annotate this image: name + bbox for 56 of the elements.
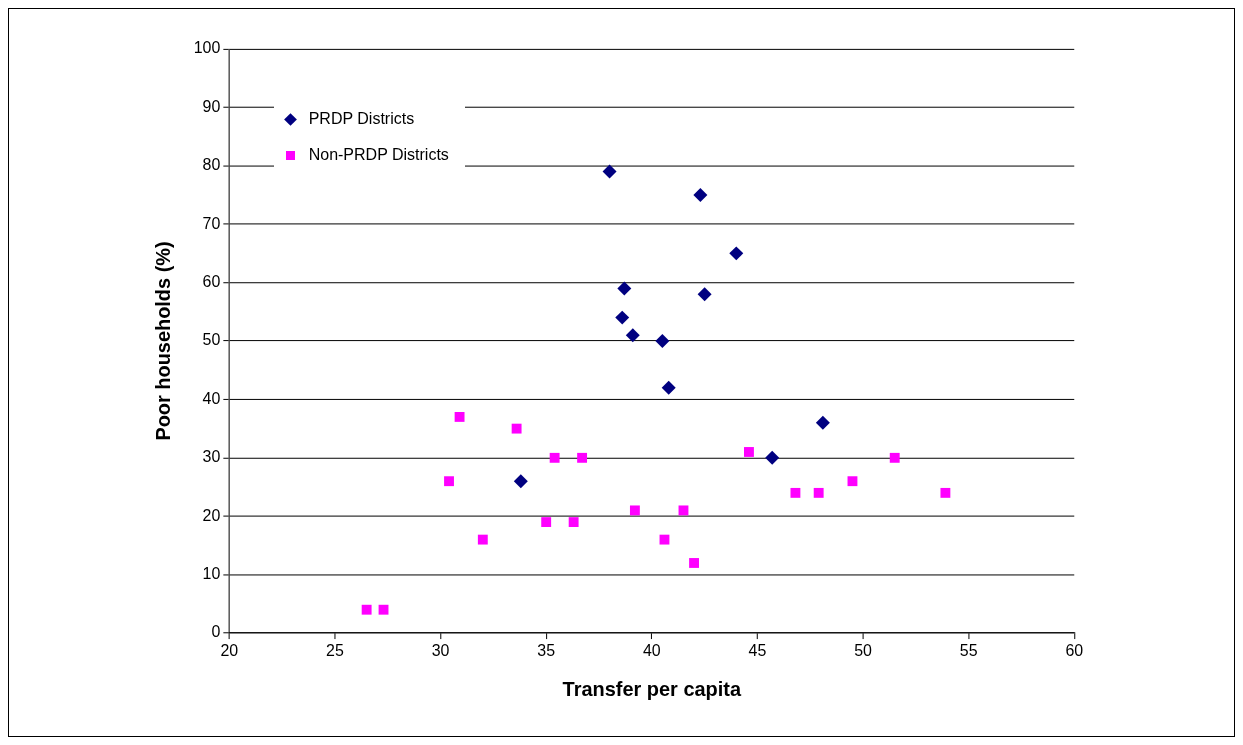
point — [659, 534, 670, 545]
x-tick-label: 30 — [431, 642, 450, 660]
point — [744, 447, 754, 457]
point — [361, 604, 372, 615]
point — [477, 534, 488, 545]
y-tick-label: 50 — [202, 331, 221, 349]
point — [511, 423, 522, 434]
legend-label: Non-PRDP Districts — [308, 146, 449, 164]
point — [454, 412, 465, 422]
point — [729, 246, 744, 261]
y-tick-label: 20 — [202, 506, 221, 524]
x-axis-title: Transfer per capita — [562, 677, 742, 700]
x-tick-label: 25 — [326, 642, 344, 660]
point — [568, 517, 579, 528]
point — [693, 187, 708, 202]
x-tick-label: 45 — [748, 642, 767, 660]
point — [697, 287, 712, 302]
point — [513, 474, 528, 489]
y-axis-title: Poor households (%) — [152, 241, 175, 441]
x-tick-label: 50 — [854, 642, 873, 660]
y-tick-label: 40 — [202, 389, 221, 407]
point — [847, 476, 858, 487]
point — [625, 328, 640, 343]
point — [541, 517, 552, 528]
x-tick-label: 40 — [642, 642, 661, 660]
point — [577, 452, 588, 463]
point — [813, 487, 824, 498]
x-tick-label: 20 — [220, 642, 239, 660]
point — [790, 487, 801, 498]
legend-label: PRDP Districts — [308, 110, 415, 128]
point — [444, 476, 454, 487]
x-tick-label: 55 — [959, 642, 978, 660]
y-tick-label: 100 — [193, 39, 221, 57]
x-tick-label: 60 — [1065, 642, 1084, 660]
point — [615, 310, 630, 325]
y-tick-label: 60 — [202, 272, 221, 290]
point — [602, 164, 617, 179]
point — [678, 505, 689, 516]
point — [815, 415, 830, 430]
point — [378, 604, 389, 615]
point — [617, 281, 632, 296]
point — [549, 452, 560, 463]
point — [629, 505, 640, 516]
x-tick-label: 35 — [537, 642, 556, 660]
y-tick-label: 10 — [202, 565, 221, 583]
y-tick-label: 70 — [202, 214, 221, 232]
point — [765, 450, 780, 465]
point — [655, 334, 670, 348]
y-tick-label: 30 — [202, 448, 221, 466]
point — [689, 558, 699, 568]
point — [661, 380, 676, 395]
point — [940, 487, 951, 498]
y-tick-label: 90 — [202, 97, 221, 115]
point — [889, 452, 900, 463]
y-tick-label: 80 — [202, 156, 221, 174]
y-tick-label: 0 — [211, 623, 221, 641]
